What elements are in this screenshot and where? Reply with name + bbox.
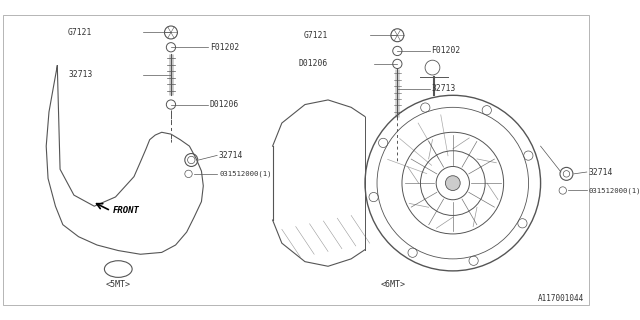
Text: A117001044: A117001044 <box>538 294 584 303</box>
Circle shape <box>445 176 460 190</box>
Text: F01202: F01202 <box>431 46 461 55</box>
Text: 031512000(1): 031512000(1) <box>589 187 640 194</box>
Text: FRONT: FRONT <box>113 206 140 215</box>
Text: G7121: G7121 <box>303 31 328 40</box>
Text: G7121: G7121 <box>68 28 92 37</box>
Text: 32714: 32714 <box>589 167 613 177</box>
Text: D01206: D01206 <box>210 100 239 109</box>
Text: <6MT>: <6MT> <box>380 280 405 289</box>
Text: 32713: 32713 <box>68 70 92 79</box>
Text: D01206: D01206 <box>299 60 328 68</box>
Text: 32713: 32713 <box>431 84 456 93</box>
Text: <5MT>: <5MT> <box>106 280 131 289</box>
Text: F01202: F01202 <box>210 43 239 52</box>
Text: 031512000(1): 031512000(1) <box>219 171 271 177</box>
Text: 32714: 32714 <box>219 151 243 160</box>
